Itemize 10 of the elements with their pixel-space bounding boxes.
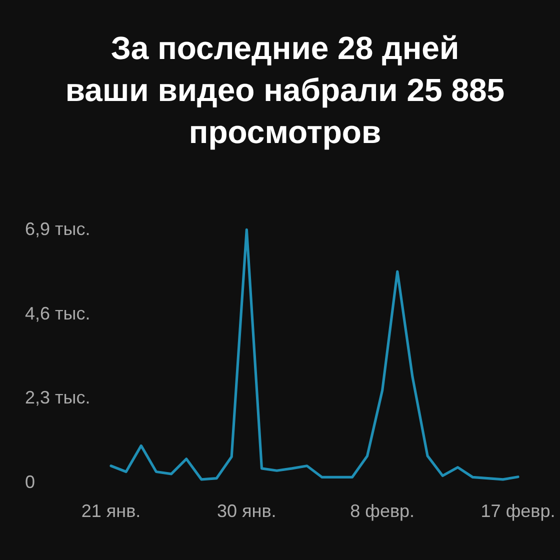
x-tick-label: 21 янв. [81, 501, 141, 521]
y-tick-label: 4,6 тыс. [25, 303, 90, 324]
x-tick-label: 17 февр. [480, 501, 556, 521]
x-tick-label: 30 янв. [217, 501, 276, 521]
y-tick-label: 0 [25, 472, 36, 492]
x-tick-label: 8 февр. [350, 501, 415, 521]
chart-title: За последние 28 дней ваши видео набрали 25 885 просмотров [65, 30, 505, 150]
y-tick-label: 2,3 тыс. [25, 388, 90, 408]
y-tick-label: 6,9 тыс. [25, 219, 90, 239]
line-series [110, 228, 520, 481]
